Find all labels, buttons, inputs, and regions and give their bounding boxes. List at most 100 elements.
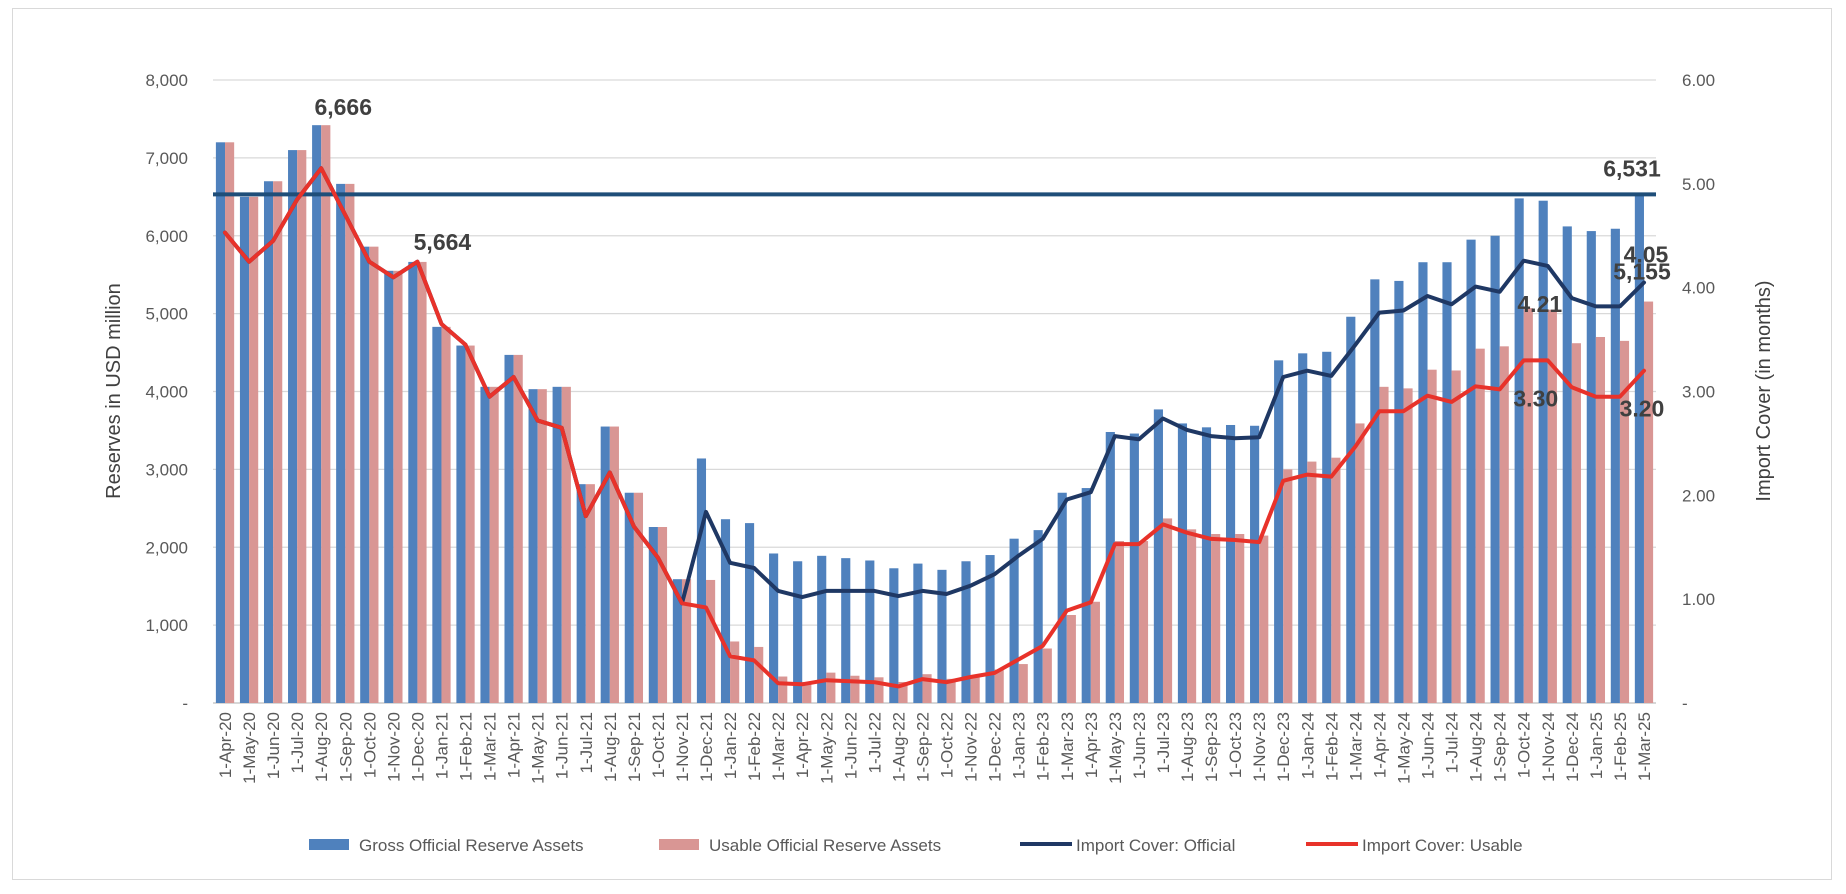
bar bbox=[730, 641, 740, 703]
bar bbox=[648, 527, 658, 703]
y-tick-label: 7,000 bbox=[145, 149, 188, 168]
bar bbox=[585, 484, 595, 703]
bar bbox=[336, 183, 346, 703]
bar bbox=[1322, 351, 1332, 703]
bar bbox=[1114, 541, 1125, 703]
x-tick-label: 1-Apr-22 bbox=[793, 712, 812, 778]
x-tick-label: 1-Jun-20 bbox=[264, 712, 283, 779]
bar bbox=[273, 181, 283, 704]
bar bbox=[345, 183, 355, 703]
bar bbox=[1442, 262, 1452, 703]
bar bbox=[624, 492, 634, 703]
x-tick-label: 1-May-22 bbox=[817, 712, 836, 784]
x-tick-label: 1-Jul-23 bbox=[1154, 712, 1173, 773]
bar bbox=[384, 270, 394, 703]
bar bbox=[1346, 316, 1356, 703]
x-tick-label: 1-Mar-24 bbox=[1346, 712, 1365, 781]
x-tick-label: 1-Aug-20 bbox=[312, 712, 331, 782]
bar bbox=[600, 426, 610, 703]
bar bbox=[1153, 409, 1163, 703]
y-axis-right-ticks: - 1.00 2.00 3.00 4.00 5.00 6.00 bbox=[1682, 71, 1715, 713]
x-tick-label: 1-Oct-21 bbox=[649, 712, 668, 778]
bar bbox=[441, 326, 451, 703]
x-tick-label: 1-Sep-21 bbox=[625, 712, 644, 782]
bar bbox=[489, 386, 499, 703]
bar bbox=[994, 669, 1004, 703]
bar bbox=[672, 579, 682, 703]
bar bbox=[720, 519, 731, 703]
bar bbox=[1379, 386, 1389, 703]
y-tick-label: 4,000 bbox=[145, 383, 188, 402]
x-tick-label: 1-Sep-23 bbox=[1202, 712, 1221, 782]
x-tick-label: 1-Dec-23 bbox=[1274, 712, 1293, 782]
bar bbox=[1619, 340, 1630, 703]
y2-tick-label: 2.00 bbox=[1682, 486, 1715, 505]
bar bbox=[1490, 235, 1500, 703]
bar bbox=[946, 678, 956, 703]
legend-label: Import Cover: Official bbox=[1076, 836, 1235, 855]
bar bbox=[1298, 353, 1308, 703]
x-tick-label: 1-Sep-20 bbox=[336, 712, 355, 782]
x-tick-label: 1-Aug-22 bbox=[889, 712, 908, 782]
legend-swatch bbox=[309, 839, 349, 850]
bar bbox=[225, 142, 235, 704]
y2-tick-label: - bbox=[1682, 694, 1688, 713]
x-tick-label: 1-Nov-21 bbox=[673, 712, 692, 782]
y-axis-left-ticks: - 1,000 2,000 3,000 4,000 5,000 6,000 7,000 8,00… bbox=[145, 71, 188, 713]
bar bbox=[889, 568, 899, 703]
x-tick-label: 1-Nov-24 bbox=[1539, 712, 1558, 782]
y-tick-label: 6,000 bbox=[145, 227, 188, 246]
bar bbox=[1331, 457, 1341, 703]
x-tick-label: 1-Dec-21 bbox=[697, 712, 716, 782]
bar bbox=[1066, 615, 1076, 703]
bar bbox=[1105, 431, 1115, 703]
x-tick-label: 1-May-24 bbox=[1394, 712, 1413, 784]
bar bbox=[288, 150, 298, 703]
bar bbox=[1283, 469, 1293, 703]
x-tick-label: 1-Jan-25 bbox=[1587, 712, 1606, 779]
bar bbox=[1250, 425, 1260, 703]
bar bbox=[239, 196, 250, 703]
gridlines bbox=[213, 79, 1656, 704]
x-tick-label: 1-Oct-20 bbox=[360, 712, 379, 778]
legend-swatch bbox=[659, 839, 699, 850]
bar bbox=[465, 345, 475, 703]
x-tick-label: 1-Oct-22 bbox=[938, 712, 957, 778]
bar bbox=[1643, 301, 1654, 703]
bar bbox=[1427, 369, 1437, 703]
bar bbox=[1211, 534, 1221, 703]
bar bbox=[1547, 309, 1557, 703]
x-tick-label: 1-Apr-23 bbox=[1082, 712, 1101, 778]
bar bbox=[826, 672, 836, 703]
y2-tick-label: 6.00 bbox=[1682, 71, 1715, 90]
y-axis-right-title: Import Cover (in months) bbox=[1753, 280, 1775, 501]
bar bbox=[793, 561, 803, 703]
legend-label: Gross Official Reserve Assets bbox=[359, 836, 584, 855]
bar bbox=[744, 523, 755, 703]
bar bbox=[696, 458, 707, 703]
y2-tick-label: 4.00 bbox=[1682, 279, 1715, 298]
bar bbox=[1057, 492, 1067, 703]
bar bbox=[1595, 336, 1606, 703]
bar bbox=[1538, 200, 1548, 704]
x-tick-label: 1-Jul-21 bbox=[577, 712, 596, 773]
bar bbox=[1225, 424, 1236, 703]
data-label: 5,155 bbox=[1613, 259, 1671, 285]
y-tick-label: 1,000 bbox=[145, 616, 188, 635]
x-tick-label: 1-Oct-23 bbox=[1226, 712, 1245, 778]
data-labels: 6,666 5,664 6,531 5,155 4.21 4.05 3.30 3.20 bbox=[314, 94, 1671, 422]
bar bbox=[528, 389, 538, 703]
x-tick-label: 1-Mar-22 bbox=[769, 712, 788, 781]
x-tick-label: 1-Nov-23 bbox=[1250, 712, 1269, 782]
x-tick-label: 1-May-21 bbox=[529, 712, 548, 784]
y2-tick-label: 3.00 bbox=[1682, 383, 1715, 402]
bar bbox=[312, 125, 322, 704]
bar bbox=[922, 674, 932, 703]
bar bbox=[1466, 239, 1476, 704]
bar bbox=[537, 389, 547, 703]
bar bbox=[1177, 423, 1188, 703]
x-tick-label: 1-Feb-25 bbox=[1611, 712, 1630, 781]
bar bbox=[1259, 535, 1269, 703]
bar bbox=[297, 150, 307, 703]
x-tick-label: 1-Jun-22 bbox=[841, 712, 860, 779]
